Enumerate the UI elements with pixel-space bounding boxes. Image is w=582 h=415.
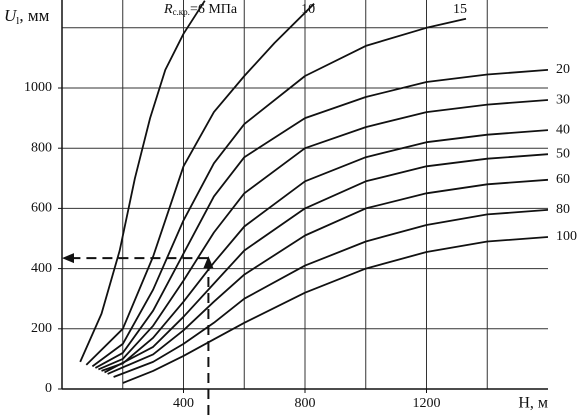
curve-label: 100	[556, 229, 577, 244]
curve	[79, 0, 206, 363]
curve-label: 20	[556, 62, 570, 77]
x-tick-label: 400	[173, 396, 194, 411]
curve	[91, 17, 467, 368]
curve	[113, 209, 548, 378]
curve	[104, 153, 548, 374]
x-tick-label: 1200	[413, 396, 441, 411]
curve-label: 50	[556, 146, 570, 161]
curve	[85, 3, 315, 366]
curve-label: 40	[556, 122, 570, 137]
x-axis-label: H, м	[518, 395, 548, 412]
curve-label: 60	[556, 172, 570, 187]
y-tick-label: 200	[31, 321, 52, 336]
y-tick-label: 800	[31, 140, 52, 155]
curve-label: 30	[556, 92, 570, 107]
y-tick-label: 0	[45, 381, 52, 396]
y-tick-label: 400	[31, 261, 52, 276]
curve	[94, 69, 548, 369]
curve-label: 10	[301, 2, 315, 17]
x-tick-label: 800	[295, 396, 316, 411]
y-tick-label: 600	[31, 201, 52, 216]
curve	[101, 129, 548, 372]
curve-label: Rс.кр.=6 МПа	[163, 2, 238, 17]
curve-label: 80	[556, 202, 570, 217]
curve	[107, 178, 548, 375]
curve	[98, 99, 548, 371]
example-arrow	[203, 256, 214, 269]
curves	[79, 0, 548, 384]
example-arrow	[62, 253, 74, 264]
curve-label: 15	[453, 2, 467, 17]
y-tick-label: 1000	[24, 80, 52, 95]
curve	[122, 236, 548, 384]
y-axis-label: Ul, мм	[4, 6, 50, 27]
